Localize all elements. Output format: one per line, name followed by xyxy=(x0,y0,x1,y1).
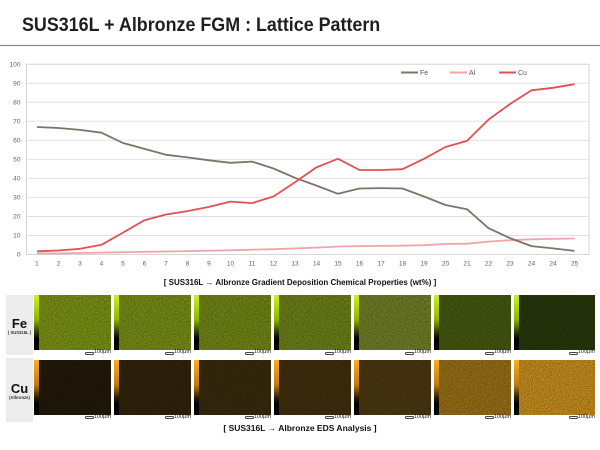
svg-text:9: 9 xyxy=(207,261,211,268)
svg-text:Cu: Cu xyxy=(518,70,527,77)
svg-text:50: 50 xyxy=(13,157,21,164)
svg-text:Al: Al xyxy=(469,70,476,77)
svg-text:5: 5 xyxy=(121,261,125,268)
svg-text:24: 24 xyxy=(528,261,536,268)
svg-text:10: 10 xyxy=(227,261,235,268)
svg-text:12: 12 xyxy=(270,261,278,268)
svg-text:25: 25 xyxy=(571,261,579,268)
svg-text:80: 80 xyxy=(13,100,21,107)
svg-text:23: 23 xyxy=(506,261,514,268)
svg-text:19: 19 xyxy=(420,261,428,268)
svg-text:14: 14 xyxy=(313,261,321,268)
svg-text:22: 22 xyxy=(485,261,493,268)
svg-text:21: 21 xyxy=(463,261,471,268)
svg-text:70: 70 xyxy=(13,119,21,126)
svg-text:30: 30 xyxy=(13,195,21,202)
svg-text:11: 11 xyxy=(249,261,256,268)
svg-text:Fe: Fe xyxy=(420,70,428,77)
svg-text:20: 20 xyxy=(13,214,21,221)
svg-text:90: 90 xyxy=(13,80,21,87)
svg-text:7: 7 xyxy=(164,261,168,268)
svg-text:18: 18 xyxy=(399,261,407,268)
svg-text:0: 0 xyxy=(17,252,21,259)
svg-text:4: 4 xyxy=(100,261,104,268)
svg-text:1: 1 xyxy=(35,261,39,268)
svg-text:100: 100 xyxy=(9,61,20,68)
svg-text:60: 60 xyxy=(13,138,21,145)
svg-text:6: 6 xyxy=(143,261,147,268)
svg-text:17: 17 xyxy=(377,261,385,268)
svg-text:2: 2 xyxy=(57,261,61,268)
svg-text:3: 3 xyxy=(78,261,82,268)
svg-text:8: 8 xyxy=(186,261,190,268)
svg-text:13: 13 xyxy=(291,261,299,268)
svg-text:20: 20 xyxy=(442,261,450,268)
svg-text:16: 16 xyxy=(356,261,364,268)
svg-text:40: 40 xyxy=(13,176,21,183)
svg-text:10: 10 xyxy=(13,233,21,240)
svg-text:15: 15 xyxy=(334,261,342,268)
svg-text:24: 24 xyxy=(549,261,557,268)
